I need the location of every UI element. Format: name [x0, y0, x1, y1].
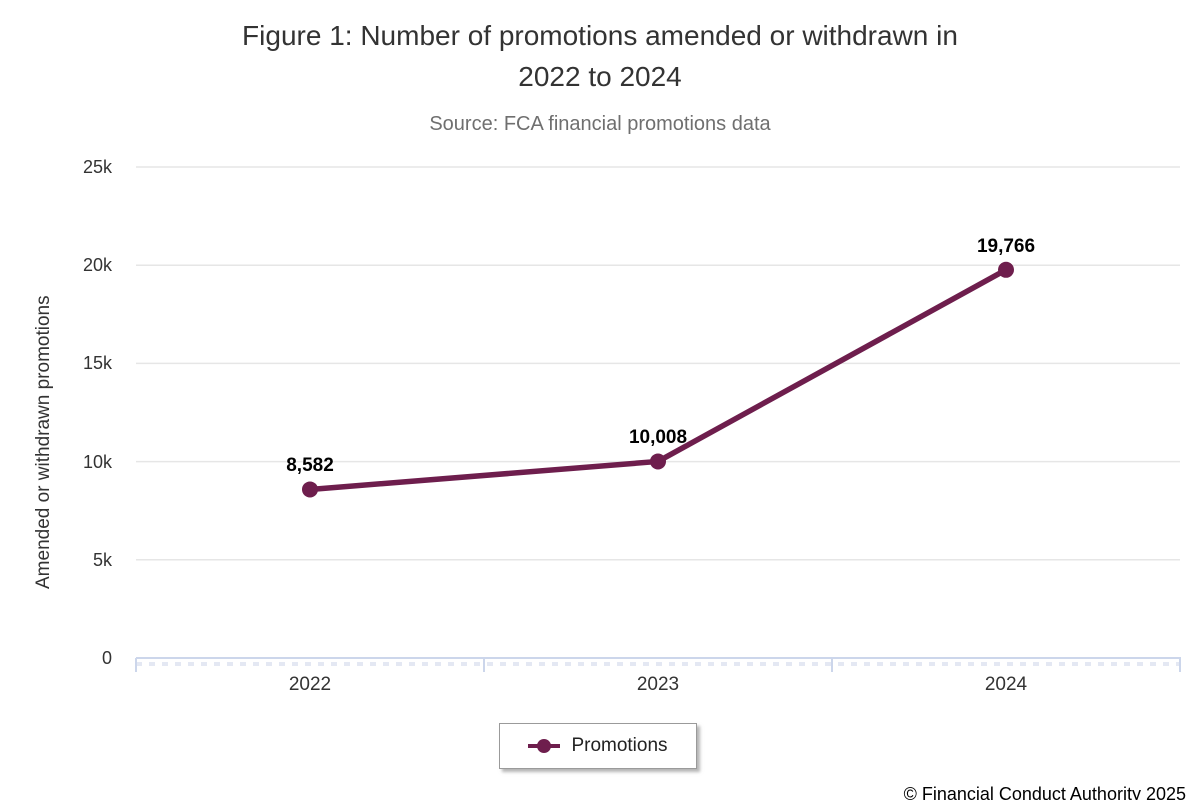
- data-label: 8,582: [286, 455, 334, 477]
- data-point[interactable]: [302, 481, 318, 498]
- data-point[interactable]: [998, 261, 1014, 278]
- x-tick-label: 2023: [636, 674, 680, 695]
- chart-title-line2: 2022 to 2024: [518, 60, 682, 92]
- legend-series-marker-icon: [528, 738, 561, 754]
- x-tick-label: 2024: [984, 674, 1028, 695]
- y-tick-label: 25k: [82, 157, 112, 177]
- data-label: 19,766: [976, 235, 1036, 257]
- chart-title-line1: Figure 1: Number of promotions amended o…: [242, 20, 958, 51]
- chart-subtitle: Source: FCA financial promotions data: [429, 113, 771, 135]
- y-tick-label: 15k: [82, 353, 112, 374]
- legend-series-label: Promotions: [571, 735, 668, 756]
- y-tick-label: 0: [101, 648, 112, 668]
- chart-title: Figure 1: Number of promotions amended o…: [0, 16, 1200, 97]
- y-tick-label: 20k: [82, 255, 112, 276]
- y-tick-label: 10k: [82, 451, 112, 472]
- copyright-notice: © Financial Conduct Authority 2025: [903, 784, 1186, 800]
- x-tick-label: 2022: [288, 674, 332, 695]
- legend[interactable]: Promotions: [499, 723, 697, 769]
- y-tick-label: 5k: [92, 549, 112, 570]
- legend-marker-dot: [537, 739, 552, 753]
- data-label: 10,008: [628, 427, 688, 449]
- data-point[interactable]: [650, 453, 666, 470]
